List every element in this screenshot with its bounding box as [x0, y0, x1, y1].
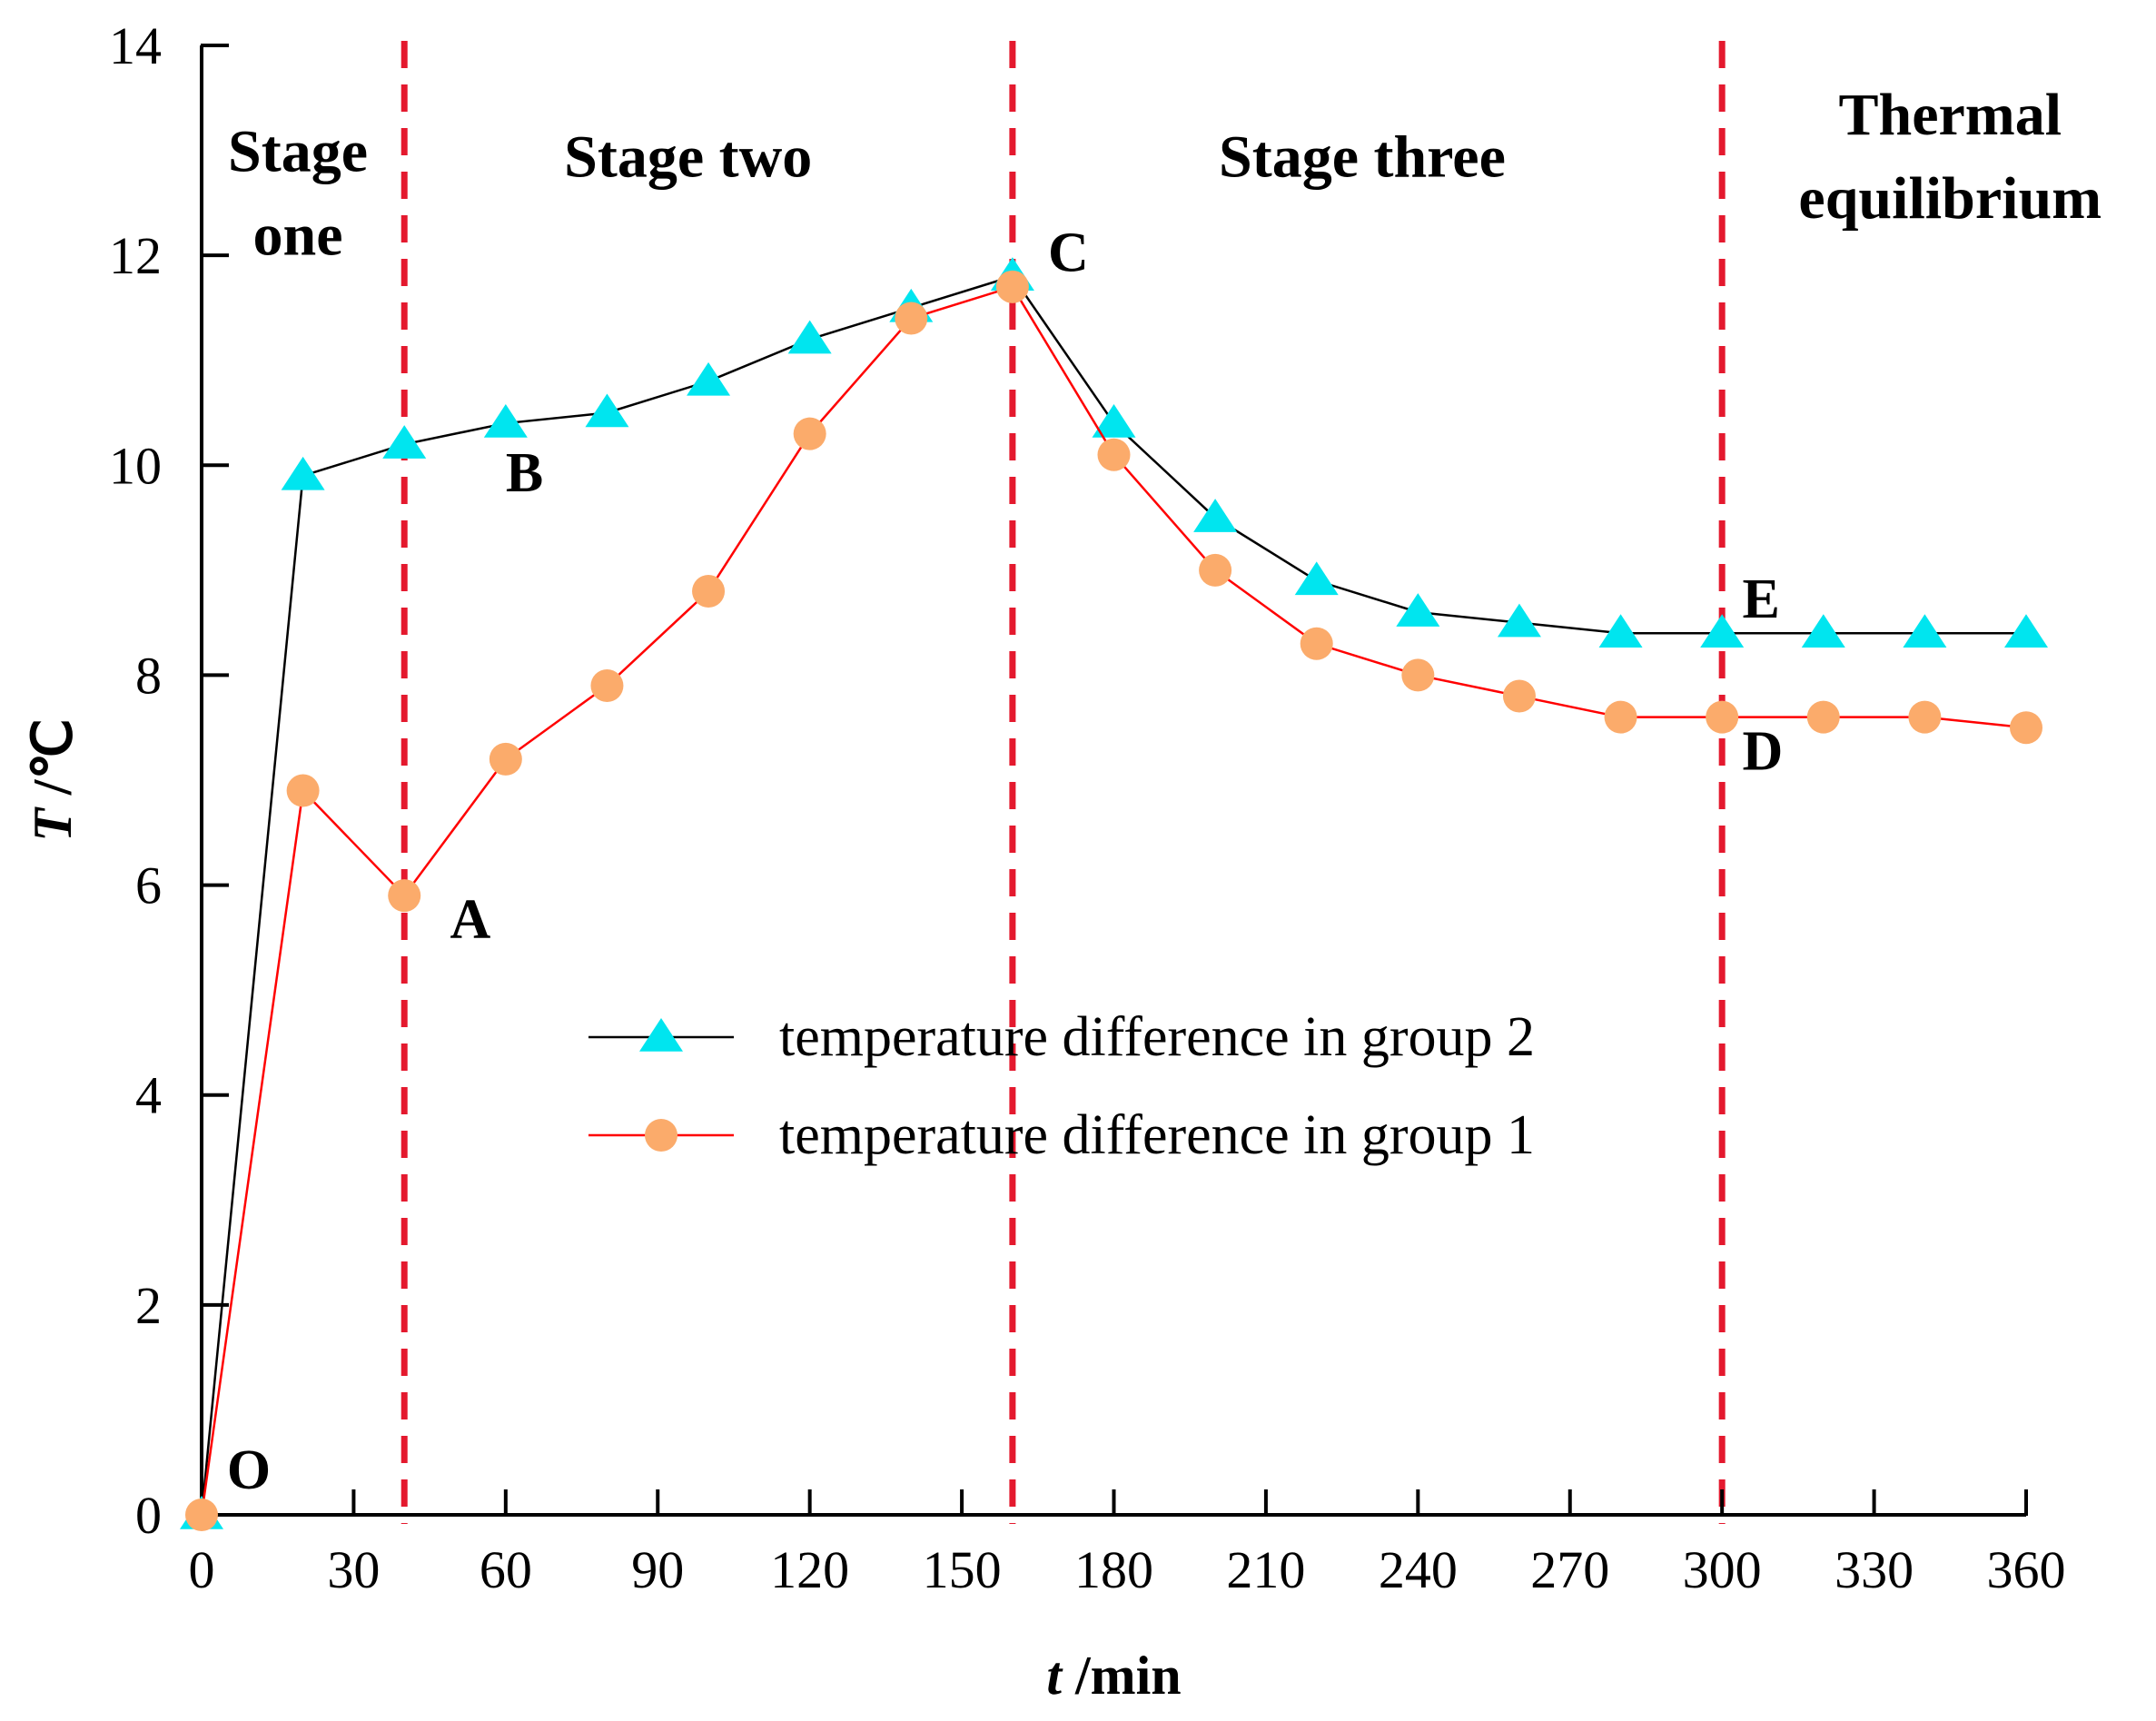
x-axis-title-symbol: t — [1046, 1646, 1063, 1706]
axes: 0 2 4 6 8 10 12 14 0 30 60 90 120 150 180 210 240 270 300 3… — [23, 16, 2066, 1706]
data-point-circle — [1604, 700, 1637, 734]
y-tick-label: 12 — [109, 226, 162, 285]
series-1 — [180, 257, 2048, 1529]
x-tick-label: 150 — [923, 1540, 1002, 1599]
x-tick-label: 0 — [189, 1540, 215, 1599]
data-point-circle — [1300, 627, 1333, 660]
data-point-circle — [793, 417, 826, 450]
data-point-circle — [1401, 658, 1435, 692]
data-point-triangle — [687, 361, 731, 396]
data-point-triangle — [281, 456, 325, 490]
data-point-circle — [185, 1498, 218, 1531]
y-tick-label: 8 — [135, 646, 162, 705]
legend-label: temperature difference in group 2 — [779, 1006, 1535, 1068]
data-point-circle — [1199, 553, 1232, 587]
y-tick-label: 14 — [109, 16, 162, 75]
data-point-circle — [692, 574, 726, 608]
stage-label: one — [253, 203, 343, 269]
point-label: B — [506, 442, 543, 504]
data-point-triangle — [483, 404, 528, 438]
data-point-circle — [1502, 679, 1536, 713]
stage-label: Thermal — [1838, 82, 2062, 148]
series-2 — [185, 270, 2042, 1531]
x-tick-label: 270 — [1530, 1540, 1609, 1599]
legend-swatch-circle — [645, 1119, 677, 1152]
data-point-triangle — [1598, 614, 1643, 648]
data-point-triangle — [585, 393, 629, 428]
data-point-circle — [1908, 700, 1942, 734]
annotations: Stage one Stage two Stage three Thermal equil… — [227, 82, 2102, 1501]
data-point-circle — [1706, 700, 1739, 734]
x-axis-title: t /min — [1046, 1646, 1181, 1706]
y-axis-title-unit: /℃ — [23, 718, 83, 808]
x-tick-label: 360 — [1987, 1540, 2066, 1599]
x-tick-label: 300 — [1683, 1540, 1762, 1599]
data-point-triangle — [1903, 614, 1947, 648]
point-label: A — [450, 888, 490, 950]
data-point-triangle — [1497, 603, 1541, 638]
stage-dividers — [401, 41, 1726, 1524]
data-point-circle — [590, 668, 624, 702]
data-point-triangle — [382, 425, 427, 459]
data-point-triangle — [1801, 614, 1845, 648]
stage-label: Stage — [228, 119, 368, 185]
data-point-circle — [2010, 711, 2042, 745]
x-tick-label: 60 — [480, 1540, 532, 1599]
stage-label: Stage three — [1219, 124, 1506, 190]
data-point-triangle — [639, 1018, 683, 1052]
y-axis-title: T /℃ — [23, 718, 83, 842]
y-tick-label: 4 — [135, 1066, 162, 1125]
y-tick-label: 2 — [135, 1276, 162, 1335]
point-label: D — [1742, 720, 1783, 782]
y-tick-label: 10 — [109, 436, 162, 495]
stage-label: equilibrium — [1798, 165, 2102, 232]
stage-label: Stage two — [564, 124, 812, 190]
y-tick-label: 6 — [135, 856, 162, 915]
x-tick-label: 30 — [327, 1540, 380, 1599]
legend: temperature difference in group 2 tempera… — [588, 1006, 1535, 1166]
x-tick-label: 210 — [1226, 1540, 1305, 1599]
point-label: E — [1742, 569, 1779, 630]
point-label: O — [227, 1439, 271, 1501]
x-tick-label: 240 — [1379, 1540, 1458, 1599]
legend-entry: temperature difference in group 1 — [588, 1104, 1535, 1166]
legend-entry: temperature difference in group 2 — [588, 1006, 1535, 1068]
data-point-circle — [489, 742, 522, 776]
data-point-triangle — [787, 320, 832, 354]
x-tick-label: 180 — [1074, 1540, 1153, 1599]
x-tick-label: 120 — [770, 1540, 849, 1599]
y-tick-label: 0 — [135, 1486, 162, 1545]
data-series — [180, 257, 2048, 1531]
data-point-triangle — [1294, 561, 1339, 596]
point-label: C — [1048, 222, 1089, 283]
data-point-triangle — [1092, 404, 1136, 438]
x-tick-label: 330 — [1835, 1540, 1914, 1599]
y-axis-title-symbol: T — [23, 806, 83, 842]
data-point-circle — [895, 302, 928, 335]
x-axis-title-unit: /min — [1062, 1646, 1182, 1706]
data-point-triangle — [1193, 499, 1238, 532]
data-point-circle — [388, 879, 421, 913]
data-point-circle — [1097, 438, 1131, 471]
legend-label: temperature difference in group 1 — [779, 1104, 1535, 1166]
x-tick-label: 90 — [631, 1540, 684, 1599]
data-point-circle — [286, 774, 320, 807]
data-point-triangle — [1396, 593, 1440, 627]
data-point-circle — [1806, 700, 1840, 734]
data-point-triangle — [2004, 614, 2048, 648]
data-point-triangle — [1700, 614, 1745, 648]
data-point-circle — [995, 270, 1029, 303]
